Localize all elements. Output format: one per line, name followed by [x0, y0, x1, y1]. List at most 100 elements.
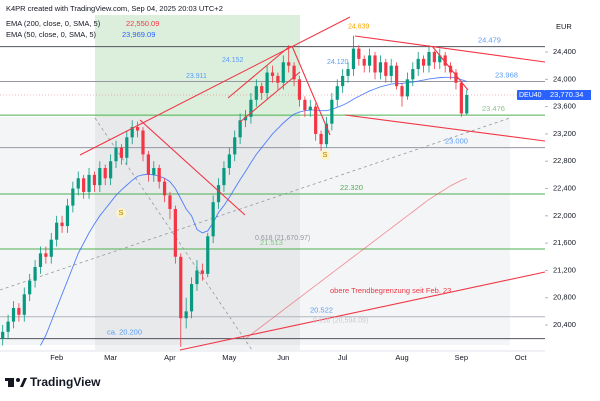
candle-body	[152, 168, 156, 175]
candle-body	[227, 154, 231, 169]
candle-body	[427, 52, 431, 66]
candle-body	[405, 79, 410, 97]
candle-body	[265, 72, 269, 93]
candle-body	[341, 75, 345, 87]
candle-body	[378, 62, 383, 73]
x-tick-label: May	[222, 353, 236, 362]
symbol-label: DEU40	[519, 92, 542, 99]
zone	[95, 117, 300, 350]
note: S	[118, 208, 123, 217]
candle-body	[114, 147, 118, 162]
candle-body	[28, 280, 32, 295]
trend-line	[344, 114, 546, 142]
candle-body	[254, 86, 258, 100]
logo: TradingView	[5, 375, 101, 389]
candle-body	[135, 127, 140, 131]
candle-body	[125, 137, 129, 158]
note: S	[322, 150, 327, 159]
trend-line	[354, 35, 546, 63]
y-tick-label: 24,000	[553, 74, 576, 83]
candle-body	[276, 75, 280, 83]
trend-line	[79, 16, 351, 156]
x-tick-label: Sep	[455, 353, 468, 362]
logo-mark	[20, 378, 27, 387]
x-tick-label: Jun	[277, 353, 289, 362]
candle-body	[287, 62, 291, 66]
x-tick-label: Aug	[395, 353, 408, 362]
candles	[1, 35, 469, 347]
x-tick-label: Mar	[104, 353, 117, 362]
candle-body	[130, 127, 134, 138]
candle-body	[119, 147, 124, 158]
candle-body	[189, 284, 194, 312]
price-label: 23,770.34	[550, 90, 583, 99]
candle-body	[44, 253, 48, 257]
candle-body	[411, 69, 415, 80]
candle-body	[71, 188, 75, 206]
axis-unit: EUR	[556, 22, 572, 31]
note: obere Trendbegrenzung seit Feb. 23	[330, 286, 451, 295]
candle-body	[303, 99, 307, 111]
candle-body	[146, 154, 150, 175]
candle-body	[65, 205, 70, 227]
x-tick-label: Oct	[515, 353, 528, 362]
candle-body	[6, 321, 10, 332]
y-tick-label: 20,800	[553, 293, 576, 302]
candle-body	[87, 174, 91, 192]
candle-body	[49, 239, 53, 257]
point-label: 0.618 (20,594.09)	[313, 318, 368, 325]
trend-line	[227, 45, 291, 99]
level-label: 23.000	[445, 137, 468, 146]
candle-body	[373, 55, 377, 73]
level-label: 20.522	[310, 306, 333, 315]
candle-body	[157, 168, 161, 182]
y-tick-label: 22,400	[553, 184, 576, 193]
candle-body	[206, 236, 210, 274]
y-tick-label: 20,400	[553, 320, 576, 329]
guide-line	[94, 117, 253, 351]
candle-body	[92, 174, 97, 186]
logo-mark	[8, 378, 14, 387]
candle-body	[324, 123, 329, 145]
annotations: 24.479 23.968 23.476 23.000 22.320 21.513 20.5…	[107, 24, 518, 337]
candle-body	[319, 133, 323, 145]
candle-body	[395, 65, 399, 87]
trend-line	[139, 119, 246, 216]
candle-body	[60, 222, 64, 227]
x-tick-label: Apr	[164, 353, 176, 362]
candle-body	[281, 62, 285, 83]
candle-body	[243, 116, 248, 121]
point-label: 24.639	[348, 24, 370, 31]
trend-line	[431, 45, 469, 91]
brand: TradingView	[30, 375, 101, 389]
candle-body	[211, 202, 215, 237]
candle-body	[222, 168, 226, 186]
candle-body	[103, 168, 107, 179]
point-label: 23.911	[186, 73, 207, 80]
candle-body	[260, 86, 264, 93]
candle-body	[438, 55, 442, 63]
marker	[116, 208, 126, 218]
symbol-tag	[517, 89, 545, 100]
point-label: 0.618 (21,670.97)	[255, 235, 310, 242]
trend-lines	[79, 16, 546, 351]
candle-body	[173, 208, 177, 257]
legend-value: 22,550.09	[126, 19, 159, 28]
candle-body	[270, 72, 275, 76]
candle-body	[162, 181, 167, 196]
levels	[0, 46, 545, 340]
trend-line	[179, 271, 546, 351]
candle-body	[76, 178, 80, 189]
level-label: 23.476	[482, 104, 505, 113]
candle-body	[184, 311, 188, 319]
candle-body	[1, 331, 5, 339]
logo-mark	[16, 378, 20, 382]
level-label: 21.513	[260, 238, 283, 247]
candle-body	[459, 82, 463, 114]
point-label: 24.152	[222, 57, 244, 64]
candle-body	[400, 86, 404, 97]
level-label: 23.968	[495, 70, 518, 79]
candle-body	[416, 58, 420, 70]
legend-value: 23,969.09	[122, 30, 155, 39]
